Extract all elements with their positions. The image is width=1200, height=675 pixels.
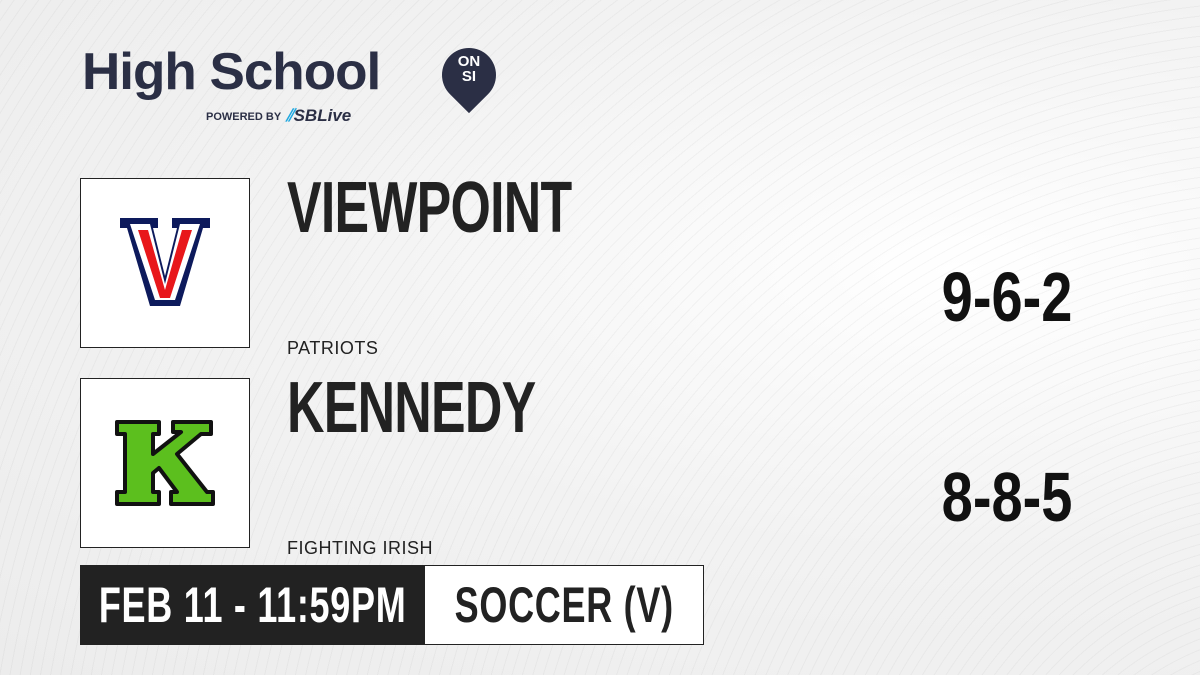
- kennedy-k-icon: [115, 420, 215, 506]
- team-mascot: PATRIOTS: [287, 338, 379, 358]
- team-logo-kennedy: [80, 378, 250, 548]
- team-logo-viewpoint: [80, 178, 250, 348]
- team-name: VIEWPOINT: [287, 168, 572, 248]
- team-record: 9-6-2: [941, 258, 1072, 336]
- team-name: KENNEDY: [287, 368, 536, 448]
- brand-title: High School: [82, 43, 381, 101]
- team-record: 8-8-5: [941, 458, 1072, 536]
- team-mascot: FIGHTING IRISH: [287, 538, 433, 558]
- sblive-logo: ⫽SBLive: [286, 106, 352, 125]
- powered-by-label: POWERED BY: [206, 111, 282, 123]
- event-sport: SOCCER (V): [424, 565, 704, 645]
- viewpoint-v-icon: [120, 218, 210, 306]
- on-si-badge: ON SI: [457, 53, 481, 85]
- event-datetime: FEB 11 - 11:59PM: [80, 565, 425, 645]
